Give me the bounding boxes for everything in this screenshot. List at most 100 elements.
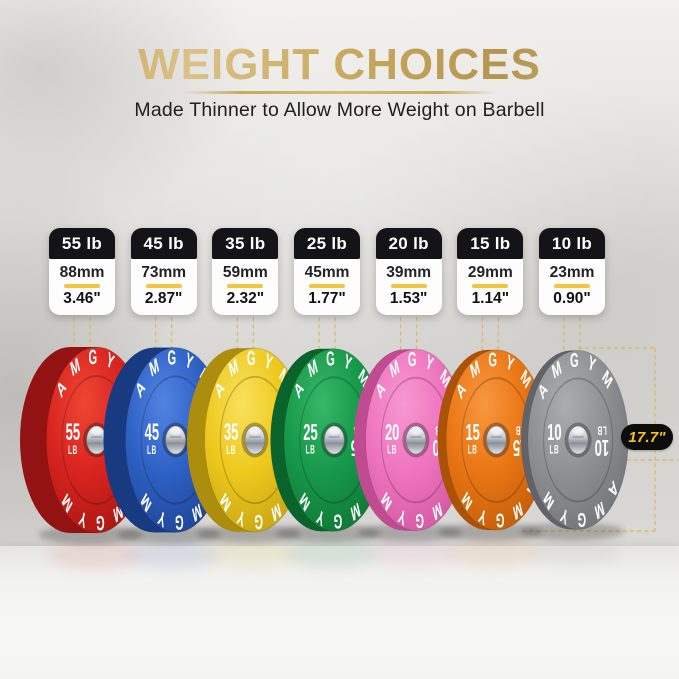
weight-badge-label: 20 lb — [388, 233, 429, 253]
thickness-inch: 2.32" — [226, 290, 265, 307]
plate-contact-shadow — [438, 522, 543, 541]
plate-weight-number: 55 — [66, 420, 81, 446]
weight-badge-label: 35 lb — [225, 233, 266, 253]
thickness-card-25lb: 25 lb 45mm 1.77" — [294, 228, 360, 315]
connector-lines — [73, 310, 581, 352]
weight-badge: 35 lb — [212, 228, 279, 259]
hub — [482, 422, 510, 458]
divider-line — [145, 284, 182, 288]
hub-highlight — [410, 429, 422, 435]
hub — [83, 422, 111, 458]
thickness-mm: 73mm — [141, 264, 187, 281]
weight-badge-label: 25 lb — [306, 233, 348, 253]
plate-contact-shadow — [520, 522, 625, 541]
thickness-card-35lb: 35 lb 59mm 2.32" — [212, 228, 279, 315]
plate-weight-unit: LB — [597, 424, 607, 436]
plate-weight-number: 10 — [595, 435, 609, 461]
hub — [402, 422, 430, 458]
hub — [320, 422, 348, 458]
thickness-mm: 29mm — [467, 264, 513, 281]
divider-line — [390, 284, 427, 288]
plate-reflection — [47, 541, 140, 570]
thickness-card-20lb: 20 lb 39mm 1.53" — [375, 228, 442, 315]
weight-badge-label: 15 lb — [470, 233, 511, 253]
thickness-inch: 1.77" — [308, 290, 346, 307]
plate-weight-unit: LB — [306, 444, 316, 458]
plate-weight-number: 15 — [465, 419, 479, 445]
weight-badge: 55 lb — [49, 228, 115, 259]
thickness-inch: 2.87" — [144, 290, 183, 307]
plate-weight-number: 45 — [145, 420, 160, 446]
page-title: WEIGHT CHOICES — [0, 40, 679, 90]
plate-contact-shadow — [276, 524, 381, 543]
plate-weight-unit: LB — [147, 444, 157, 458]
thickness-values: 88mm 3.46" — [49, 259, 115, 315]
thickness-values: 59mm 2.32" — [212, 259, 279, 315]
hub-highlight — [170, 429, 182, 435]
plate-weight-unit: LB — [549, 444, 559, 456]
thickness-values: 29mm 1.14" — [457, 259, 524, 315]
plate-weight-number: 20 — [385, 420, 399, 446]
weight-badge-label: 45 lb — [143, 233, 184, 253]
weight-badge-label: 10 lb — [551, 233, 593, 253]
weight-badge: 25 lb — [294, 228, 360, 259]
hub-highlight — [572, 429, 584, 435]
plate-weight-unit: LB — [468, 442, 478, 456]
weight-badge: 10 lb — [539, 228, 605, 259]
plate-weight-number: 35 — [224, 420, 239, 446]
weight-badge-label: 55 lb — [61, 233, 103, 253]
plate-reflection — [285, 540, 378, 569]
plate-contact-shadow — [357, 523, 462, 542]
weight-badge: 20 lb — [375, 228, 442, 259]
title-underline — [183, 91, 496, 94]
hub-highlight — [328, 429, 340, 435]
thickness-inch: 0.90" — [553, 290, 591, 307]
hub — [241, 422, 269, 458]
thickness-card-55lb: 55 lb 88mm 3.46" — [49, 228, 115, 315]
hub — [564, 422, 592, 458]
plate-contact-shadow — [196, 524, 301, 543]
thickness-mm: 39mm — [386, 264, 432, 281]
thickness-mm: 45mm — [304, 264, 350, 281]
thickness-values: 39mm 1.53" — [375, 259, 442, 315]
weight-badge: 45 lb — [130, 228, 197, 259]
hub-highlight — [490, 429, 502, 435]
divider-line — [472, 284, 509, 288]
plate-reflection — [126, 541, 219, 570]
plate-shadows — [38, 522, 625, 570]
plate-reflection — [447, 538, 540, 567]
thickness-inch: 1.53" — [389, 290, 428, 307]
diameter-label: 17.7" — [628, 428, 666, 446]
plate-weight-number: 10 — [547, 419, 561, 445]
hub-highlight — [91, 429, 103, 435]
thickness-card-45lb: 45 lb 73mm 2.87" — [130, 228, 197, 315]
divider-line — [554, 284, 590, 288]
plate-reflection — [205, 540, 298, 569]
plate-groove-ring — [542, 377, 614, 503]
page-subtitle: Made Thinner to Allow More Weight on Bar… — [134, 99, 545, 121]
hub — [162, 422, 190, 458]
thickness-mm: 59mm — [222, 264, 268, 281]
thickness-values: 23mm 0.90" — [539, 259, 605, 315]
thickness-inch: 1.14" — [471, 290, 510, 307]
hub-highlight — [249, 429, 261, 435]
plate-weight-unit: LB — [515, 424, 525, 438]
plate-weight-unit: LB — [387, 444, 397, 458]
thickness-values: 73mm 2.87" — [130, 259, 197, 315]
divider-line — [309, 284, 345, 288]
plate-reflection — [366, 539, 459, 568]
plate-25lb: AMGYMAMGYM25LB25LB — [270, 348, 385, 532]
divider-line — [227, 284, 264, 288]
diameter-pill: 17.7" — [621, 424, 673, 450]
thickness-mm: 23mm — [549, 264, 595, 281]
plate-weight-number: 25 — [303, 420, 318, 446]
